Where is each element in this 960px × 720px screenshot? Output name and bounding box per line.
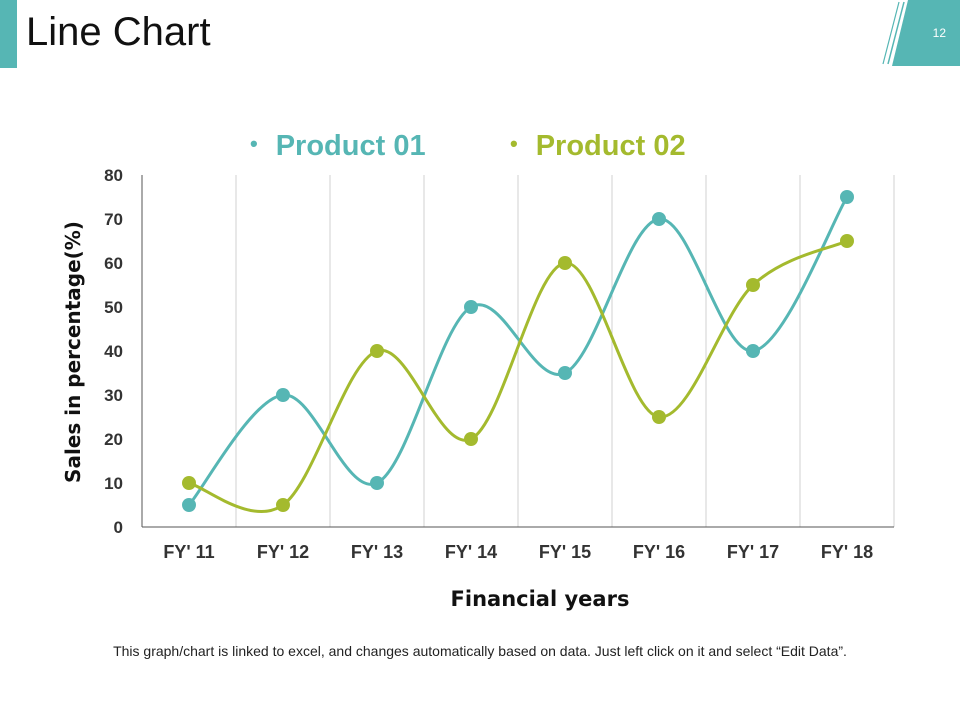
data-point-product-02[interactable] xyxy=(652,410,666,424)
deco-line xyxy=(882,1,900,65)
data-point-product-01[interactable] xyxy=(182,498,196,512)
legend-bullet-icon: • xyxy=(510,131,518,156)
slide-number: 12 xyxy=(932,26,946,40)
footer-note: This graph/chart is linked to excel, and… xyxy=(113,643,847,659)
data-point-product-01[interactable] xyxy=(746,344,760,358)
x-tick-label: FY' 18 xyxy=(821,542,873,562)
y-tick-label: 0 xyxy=(114,518,123,537)
data-point-product-02[interactable] xyxy=(840,234,854,248)
slide-title: Line Chart xyxy=(26,10,211,54)
data-point-product-02[interactable] xyxy=(558,256,572,270)
data-point-product-01[interactable] xyxy=(652,212,666,226)
title-accent-bar xyxy=(0,0,17,68)
legend-label: Product 02 xyxy=(535,130,686,162)
y-tick-label: 60 xyxy=(104,254,123,273)
legend-label: Product 01 xyxy=(275,130,426,162)
x-tick-label: FY' 12 xyxy=(257,542,309,562)
y-tick-label: 20 xyxy=(104,430,123,449)
data-point-product-01[interactable] xyxy=(370,476,384,490)
data-point-product-02[interactable] xyxy=(464,432,478,446)
data-point-product-01[interactable] xyxy=(464,300,478,314)
legend-item-product-01[interactable]: • Product 01 xyxy=(250,130,426,163)
data-point-product-02[interactable] xyxy=(746,278,760,292)
x-tick-label: FY' 15 xyxy=(539,542,591,562)
x-tick-label: FY' 11 xyxy=(163,542,214,562)
y-tick-label: 80 xyxy=(104,166,123,185)
series-line-product-02[interactable] xyxy=(188,239,848,513)
x-tick-label: FY' 14 xyxy=(445,542,497,562)
y-tick-label: 50 xyxy=(104,298,123,317)
legend-bullet-icon: • xyxy=(250,131,258,156)
x-axis-title: Financial years xyxy=(451,587,630,611)
y-tick-label: 30 xyxy=(104,386,123,405)
series-line-product-01[interactable] xyxy=(187,196,849,506)
data-point-product-01[interactable] xyxy=(840,190,854,204)
x-tick-label: FY' 17 xyxy=(727,542,779,562)
data-point-product-01[interactable] xyxy=(276,388,290,402)
x-tick-label: FY' 13 xyxy=(351,542,403,562)
y-tick-label: 70 xyxy=(104,210,123,229)
slide-number-bg xyxy=(892,0,960,66)
data-point-product-01[interactable] xyxy=(558,366,572,380)
x-tick-label: FY' 16 xyxy=(633,542,685,562)
data-point-product-02[interactable] xyxy=(182,476,196,490)
chart-legend: • Product 01 • Product 02 xyxy=(0,130,960,170)
deco-line xyxy=(887,1,905,65)
y-tick-label: 10 xyxy=(104,474,123,493)
slide-number-decoration xyxy=(882,0,960,66)
data-point-product-02[interactable] xyxy=(276,498,290,512)
data-point-product-02[interactable] xyxy=(370,344,384,358)
y-axis-title: Sales in percentage(%) xyxy=(61,221,85,483)
y-tick-label: 40 xyxy=(104,342,123,361)
legend-item-product-02[interactable]: • Product 02 xyxy=(510,130,686,163)
